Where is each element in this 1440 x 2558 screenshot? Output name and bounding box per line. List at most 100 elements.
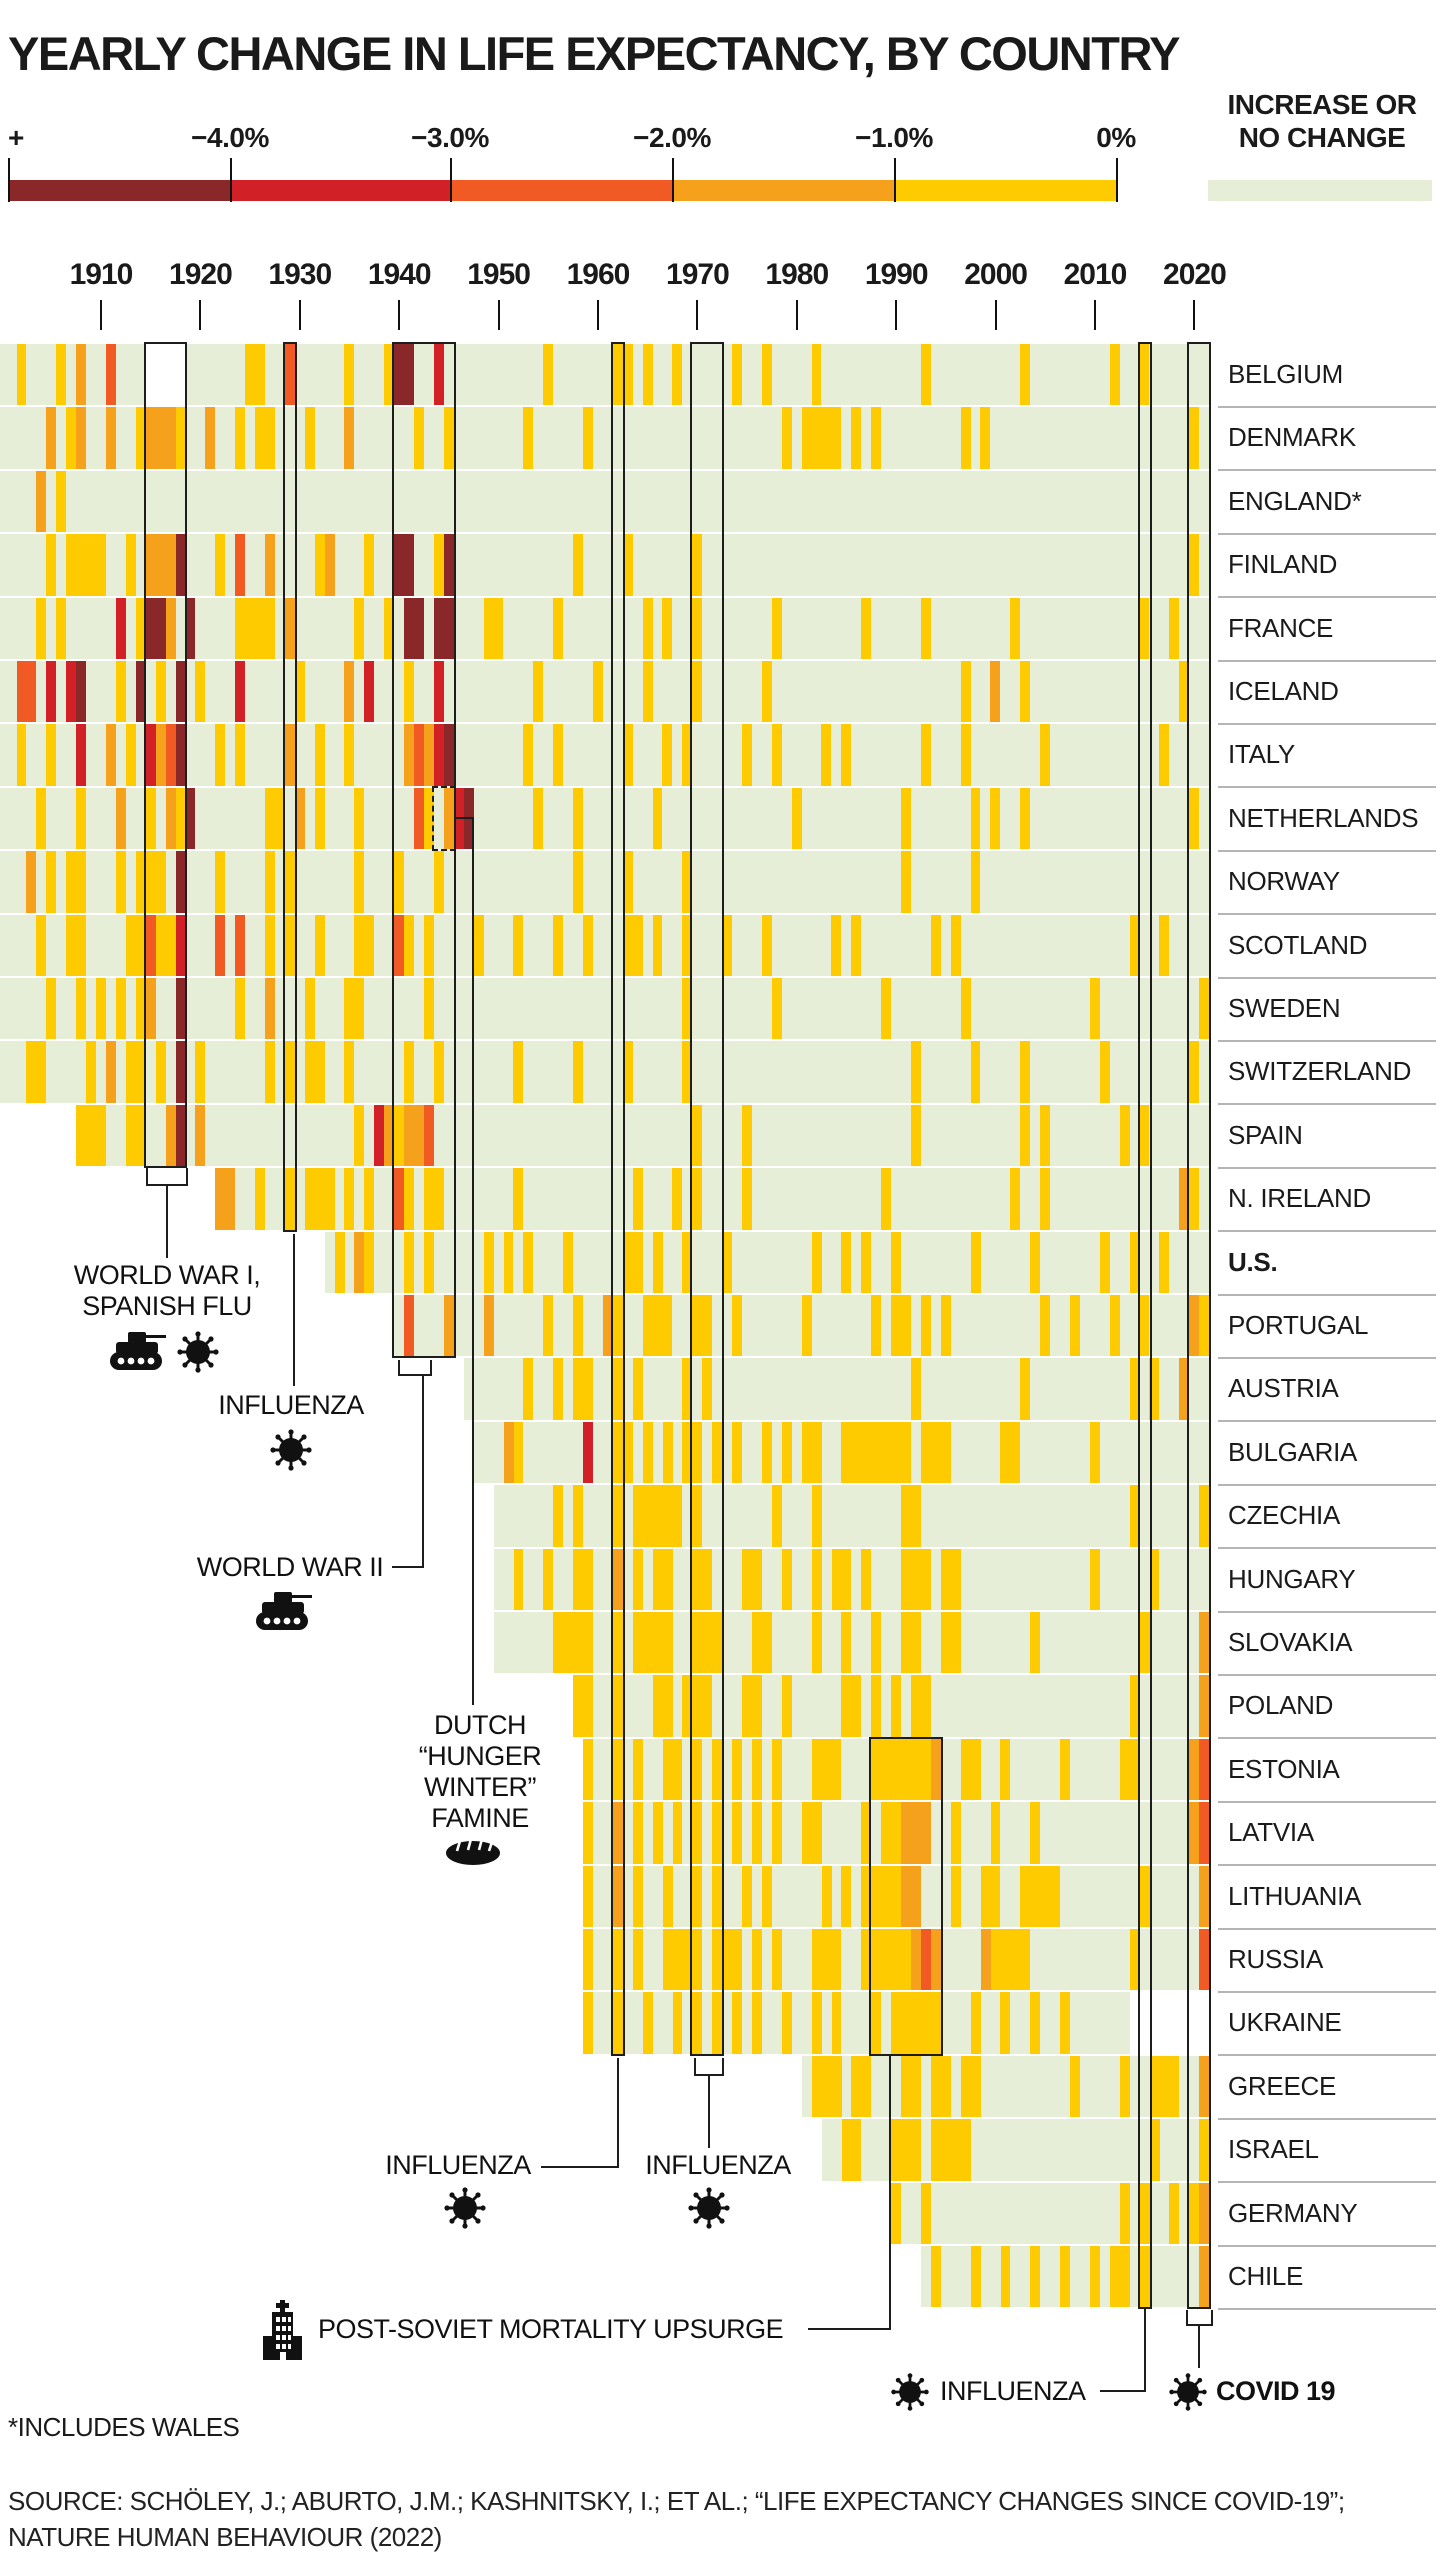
heatmap-cell [940, 1041, 951, 1103]
heatmap-cell [364, 470, 375, 533]
heatmap-cell [642, 1041, 653, 1103]
heatmap-cell [394, 470, 405, 533]
heatmap-cell [712, 1295, 723, 1357]
heatmap-cell [781, 1992, 792, 2054]
heatmap-cell [1040, 2182, 1051, 2244]
heatmap-cell [891, 787, 901, 850]
heatmap-cell [712, 597, 723, 659]
country-row-finland [0, 534, 1210, 596]
heatmap-cell [821, 1168, 832, 1230]
heatmap-cell [712, 1865, 723, 1927]
heatmap-cell [1149, 470, 1160, 533]
heatmap-cell [1089, 1675, 1100, 1737]
country-label-sweden: SWEDEN [1228, 993, 1341, 1023]
heatmap-cell [563, 344, 574, 406]
heatmap-cell [1050, 787, 1060, 850]
legend-tick-line [672, 158, 674, 202]
heatmap-cell [1069, 1041, 1080, 1103]
heatmap-cell [145, 914, 156, 976]
heatmap-cell [722, 1548, 733, 1610]
heatmap-cell [642, 787, 653, 850]
heatmap-cell [940, 787, 951, 850]
heatmap-cell [1199, 1104, 1210, 1167]
heatmap-cell [1079, 1548, 1090, 1610]
heatmap-cell [225, 407, 236, 469]
heatmap-cell [414, 914, 424, 976]
heatmap-cell [1139, 597, 1150, 659]
heatmap-cell [930, 597, 941, 659]
heatmap-cell [652, 1802, 663, 1864]
country-row-slovakia [493, 1612, 1210, 1674]
heatmap-cell [940, 534, 951, 596]
heatmap-cell [930, 1421, 941, 1484]
heatmap-cell [503, 597, 514, 659]
heatmap-cell [791, 1295, 802, 1357]
heatmap-cell [404, 1041, 415, 1103]
country-row-italy [0, 724, 1210, 786]
heatmap-cell [553, 407, 564, 469]
heatmap-cell [1089, 407, 1100, 469]
heatmap-cell [1070, 1802, 1080, 1864]
heatmap-cell [920, 1929, 931, 1991]
heatmap-cell [901, 1992, 912, 2054]
heatmap-cell [911, 1485, 921, 1547]
heatmap-cell [334, 1168, 345, 1230]
heatmap-cell [463, 470, 474, 533]
heatmap-cell [503, 787, 514, 850]
heatmap-cell [851, 1992, 862, 2054]
heatmap-cell [682, 1865, 693, 1927]
heatmap-cell [205, 661, 216, 723]
heatmap-cell [612, 1865, 623, 1927]
heatmap-cell [125, 851, 136, 913]
heatmap-cell [781, 1041, 792, 1103]
covid-bracket-bottom [1186, 2324, 1213, 2326]
heatmap-cell [1109, 787, 1120, 850]
heatmap-cell [881, 344, 892, 406]
heatmap-cell [712, 470, 723, 533]
heatmap-cell [801, 597, 812, 659]
heatmap-cell [1199, 2246, 1210, 2308]
heatmap-cell [543, 470, 554, 533]
heatmap-cell [1109, 724, 1120, 786]
decade-label: 1960 [566, 258, 631, 291]
heatmap-cell [1020, 978, 1031, 1040]
heatmap-cell [1159, 1992, 1170, 2054]
heatmap-cell [871, 978, 882, 1040]
heatmap-cell [901, 2055, 912, 2118]
heatmap-cell [125, 534, 136, 596]
heatmap-cell [751, 1358, 762, 1420]
heatmap-cell [612, 1358, 623, 1420]
heatmap-cell [821, 1865, 832, 1927]
heatmap-cell [632, 1675, 643, 1737]
heatmap-cell [861, 2119, 872, 2181]
heatmap-cell [414, 787, 424, 850]
heatmap-cell [970, 1802, 981, 1864]
heatmap-cell [1089, 1104, 1100, 1167]
heatmap-cell [344, 661, 355, 723]
heatmap-cell [582, 407, 593, 469]
heatmap-cell [423, 724, 434, 786]
heatmap-cell [264, 914, 275, 976]
heatmap-cell [1079, 1295, 1090, 1357]
heatmap-cell [1089, 1231, 1100, 1293]
heatmap-cell [791, 1992, 802, 2054]
heatmap-cell [1119, 851, 1130, 913]
heatmap-cell [56, 851, 67, 913]
heatmap-cell [821, 914, 832, 976]
heatmap-cell [1030, 1041, 1041, 1103]
heatmap-cell [642, 344, 653, 406]
heatmap-cell [195, 597, 206, 659]
heatmap-cell [155, 1041, 166, 1103]
heatmap-cell [831, 1675, 842, 1737]
heatmap-cell [593, 1802, 603, 1864]
heatmap-cell [900, 851, 911, 913]
heatmap-cell [1189, 2119, 1200, 2181]
heatmap-cell [1189, 724, 1200, 786]
country-separator [1218, 1103, 1436, 1106]
heatmap-cell [831, 2119, 842, 2181]
heatmap-cell [602, 851, 613, 913]
heatmap-cell [1109, 344, 1120, 406]
heatmap-cell [871, 914, 882, 976]
heatmap-cell [394, 1231, 405, 1293]
heatmap-cell [1030, 1675, 1041, 1737]
